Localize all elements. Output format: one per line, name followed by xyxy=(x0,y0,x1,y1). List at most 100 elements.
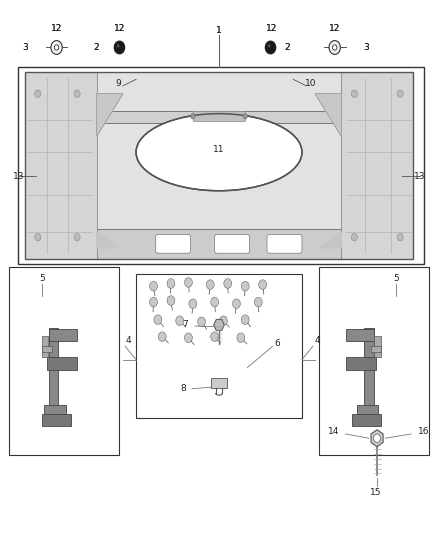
Polygon shape xyxy=(315,94,341,136)
Text: 16: 16 xyxy=(418,427,429,436)
FancyBboxPatch shape xyxy=(215,235,250,253)
Circle shape xyxy=(191,114,195,119)
Bar xyxy=(364,328,374,418)
Text: 4: 4 xyxy=(125,336,131,345)
Ellipse shape xyxy=(136,114,302,191)
Text: 7: 7 xyxy=(183,320,188,329)
Bar xyxy=(346,357,376,370)
Bar xyxy=(18,67,424,264)
Bar xyxy=(374,336,381,357)
Circle shape xyxy=(184,333,192,343)
Bar xyxy=(136,274,302,418)
Bar xyxy=(357,405,378,418)
Circle shape xyxy=(233,299,240,309)
Text: 11: 11 xyxy=(213,145,225,154)
Circle shape xyxy=(397,90,403,98)
Text: 3: 3 xyxy=(22,43,28,52)
Bar xyxy=(42,414,71,426)
Circle shape xyxy=(219,316,227,326)
Circle shape xyxy=(184,278,192,287)
Circle shape xyxy=(241,281,249,291)
Text: 9: 9 xyxy=(116,78,121,87)
Polygon shape xyxy=(216,319,222,325)
Bar xyxy=(77,111,361,123)
Text: 12: 12 xyxy=(51,24,62,33)
Text: 1: 1 xyxy=(216,26,222,35)
Text: 4: 4 xyxy=(315,336,321,345)
Polygon shape xyxy=(214,325,219,330)
Circle shape xyxy=(332,45,337,50)
Circle shape xyxy=(254,297,262,307)
Circle shape xyxy=(265,41,276,54)
Polygon shape xyxy=(214,319,224,330)
Text: 2: 2 xyxy=(93,43,99,52)
Text: 13: 13 xyxy=(13,172,25,181)
Circle shape xyxy=(114,41,125,54)
Circle shape xyxy=(154,315,162,325)
Polygon shape xyxy=(219,325,224,330)
Bar xyxy=(319,266,428,455)
Bar xyxy=(193,111,245,120)
Circle shape xyxy=(150,281,157,291)
Text: 2: 2 xyxy=(93,43,99,52)
Circle shape xyxy=(374,434,381,442)
Polygon shape xyxy=(216,325,222,330)
Text: 2: 2 xyxy=(285,43,290,52)
Text: 12: 12 xyxy=(329,24,340,33)
FancyBboxPatch shape xyxy=(267,235,302,253)
Circle shape xyxy=(211,332,219,342)
Text: 3: 3 xyxy=(363,43,369,52)
Circle shape xyxy=(35,90,41,98)
Polygon shape xyxy=(214,319,219,325)
Text: 12: 12 xyxy=(51,24,62,33)
Text: 3: 3 xyxy=(22,43,28,52)
Polygon shape xyxy=(97,94,123,136)
Circle shape xyxy=(158,332,166,342)
Circle shape xyxy=(198,317,205,327)
Bar xyxy=(25,72,97,259)
Text: 5: 5 xyxy=(39,274,45,283)
Bar xyxy=(68,229,370,259)
Text: 15: 15 xyxy=(371,488,382,497)
Polygon shape xyxy=(319,232,341,248)
Bar xyxy=(211,378,227,387)
Bar xyxy=(371,346,381,352)
Circle shape xyxy=(259,280,267,289)
Text: 3: 3 xyxy=(363,43,369,52)
Bar xyxy=(49,329,77,341)
Circle shape xyxy=(351,90,357,98)
Text: 12: 12 xyxy=(266,24,277,33)
Text: 8: 8 xyxy=(180,384,186,393)
Polygon shape xyxy=(219,319,224,325)
Circle shape xyxy=(241,315,249,325)
Circle shape xyxy=(211,297,219,307)
Bar xyxy=(44,405,66,418)
Circle shape xyxy=(206,280,214,289)
Text: 12: 12 xyxy=(329,24,340,33)
Text: 12: 12 xyxy=(266,24,277,33)
Text: 2: 2 xyxy=(285,43,290,52)
Circle shape xyxy=(329,41,340,54)
Bar xyxy=(25,72,413,259)
Text: 1: 1 xyxy=(216,26,222,35)
Circle shape xyxy=(237,333,245,343)
Bar xyxy=(46,357,77,370)
Circle shape xyxy=(167,296,175,305)
Circle shape xyxy=(150,297,157,307)
Bar xyxy=(49,328,58,418)
Text: 12: 12 xyxy=(114,24,125,33)
Circle shape xyxy=(167,279,175,288)
Circle shape xyxy=(189,299,197,309)
Text: 12: 12 xyxy=(114,24,125,33)
Circle shape xyxy=(74,90,80,98)
FancyBboxPatch shape xyxy=(155,235,191,253)
Circle shape xyxy=(176,316,184,326)
Text: 10: 10 xyxy=(305,78,316,87)
Polygon shape xyxy=(97,232,119,248)
Text: 13: 13 xyxy=(413,172,425,181)
Circle shape xyxy=(224,279,232,288)
Bar xyxy=(346,329,374,341)
Text: 14: 14 xyxy=(328,427,339,436)
Bar xyxy=(25,72,413,259)
Bar xyxy=(42,346,52,352)
